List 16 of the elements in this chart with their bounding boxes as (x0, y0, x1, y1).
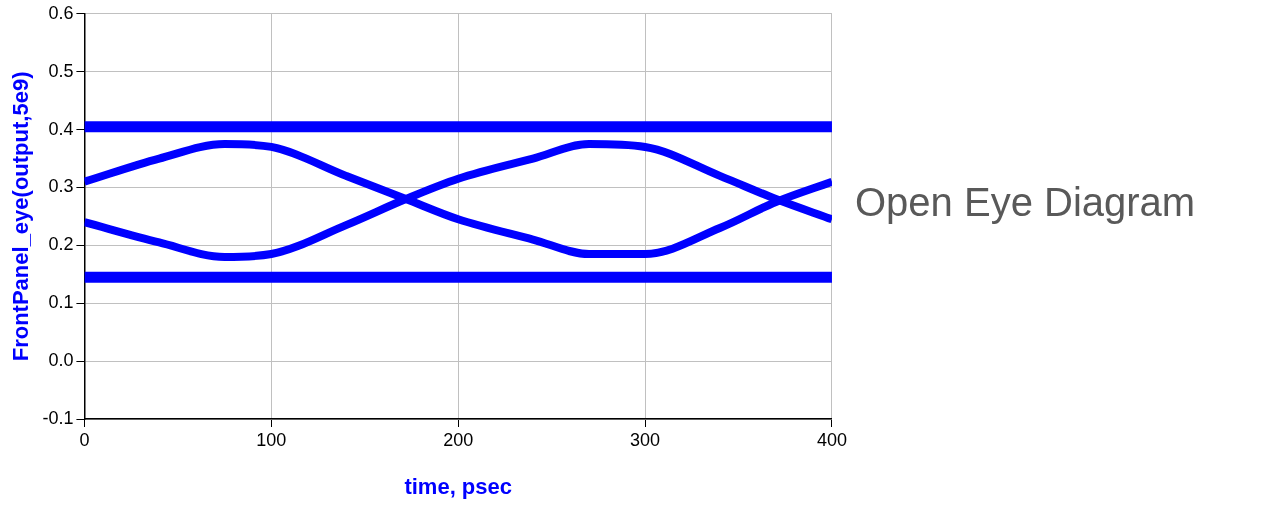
y-tick-label: -0.1 (42, 407, 74, 428)
y-tick-label: 0.1 (48, 292, 74, 313)
text: Open Eye Diagram (855, 180, 1196, 225)
y-tick-label: 0.4 (48, 118, 74, 139)
y-tick-label: 0.0 (48, 350, 74, 371)
x-tick-label: 0 (79, 429, 90, 450)
y-tick-label: 0.5 (48, 60, 74, 81)
y-axis-title: FrontPanel_eye(output,5e9) (8, 71, 34, 362)
x-tick-label: 400 (816, 429, 848, 450)
y-tick-label: 0.3 (48, 176, 74, 197)
x-tick-label: 300 (630, 429, 661, 450)
x-tick-label: 200 (443, 429, 474, 450)
x-axis-title: time, psec (404, 473, 512, 499)
y-tick-label: 0.2 (48, 234, 74, 255)
y-tick-label: 0.6 (48, 2, 74, 23)
x-tick-label: 100 (256, 429, 287, 450)
